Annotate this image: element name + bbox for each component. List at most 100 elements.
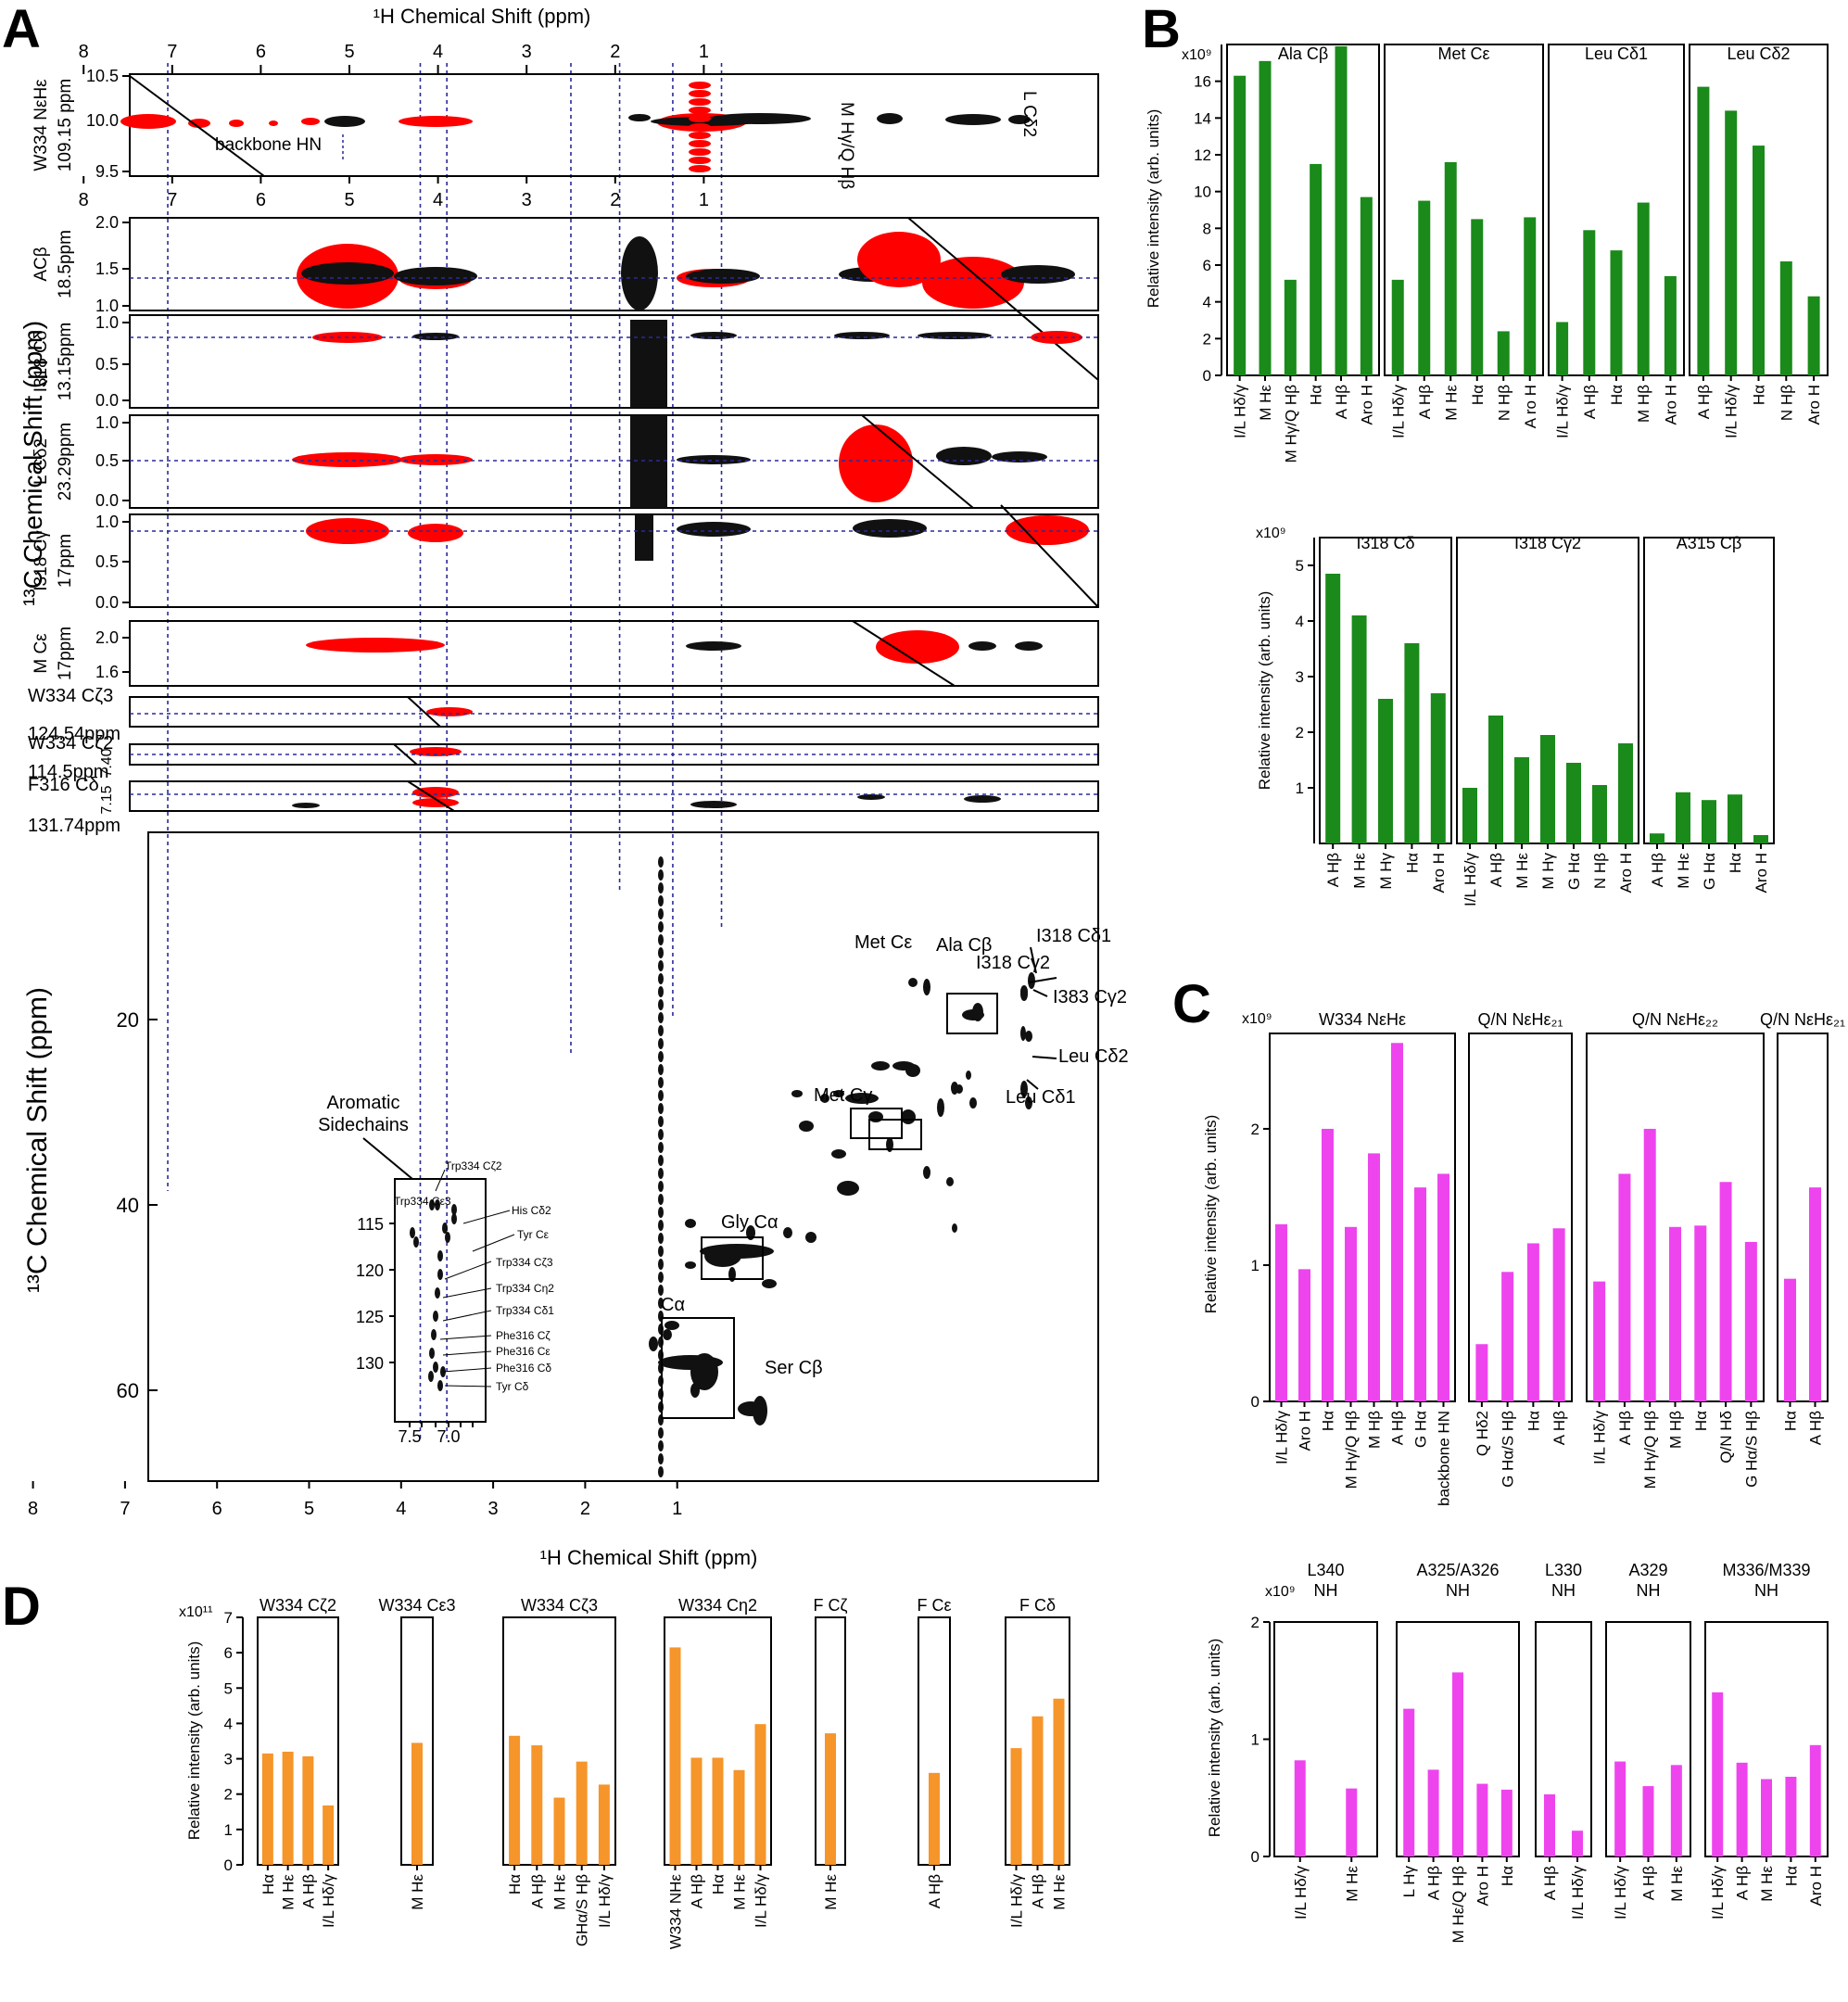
chart-group-title: Q/N NεHε₂₁	[1477, 1010, 1563, 1029]
chart-ytick-label: 4	[1203, 294, 1211, 311]
chart-group-title: Q/N NεHε₂₂	[1632, 1010, 1718, 1029]
chart-category-label: A Hβ	[1487, 853, 1505, 887]
strip-label: 13.15ppm	[56, 323, 75, 401]
strip-label: 109.15 ppm	[56, 79, 75, 171]
chart-category-label: M Hγ/Q Hβ	[1343, 1411, 1361, 1489]
chart-category-label: M Hε	[1758, 1866, 1776, 1902]
chart-category-label: A Hβ	[1807, 1411, 1825, 1445]
strip-tick-label: 0.0	[95, 593, 119, 612]
nmr-peak	[876, 630, 959, 664]
peak-label: Leu Cδ2	[1058, 1046, 1129, 1067]
nmr-peak	[709, 113, 811, 124]
nmr-peak	[658, 869, 664, 881]
strip-tick-label: 1.0	[95, 513, 119, 531]
selection-box	[661, 1317, 735, 1419]
inset-leader	[442, 1367, 492, 1373]
chart-category-label: Hα	[1525, 1411, 1542, 1431]
chart-bar	[733, 1769, 745, 1865]
top-tick-label: 7	[167, 42, 177, 62]
inset-label: Trp334 Cζ3	[496, 1256, 553, 1269]
peak-leader	[1032, 1056, 1057, 1059]
nmr-peak	[658, 1440, 664, 1451]
chart-bar	[1618, 743, 1633, 843]
diagonal-line	[1000, 504, 1099, 608]
chart-group-subtitle: NH	[1446, 1581, 1470, 1600]
peak-label: Cα	[661, 1295, 685, 1315]
chart-category-label: I/L Hδ/γ	[1554, 385, 1572, 438]
chart-bar	[1618, 1173, 1631, 1401]
panel-letter-d: D	[2, 1577, 41, 1637]
chart-category-label: A Hβ	[926, 1874, 943, 1908]
chart-group-frame	[1777, 1033, 1829, 1402]
chart-bar	[1368, 1153, 1380, 1401]
second-tick-label: 3	[522, 190, 532, 210]
nmr-peak	[658, 1220, 664, 1231]
nmr-peak	[857, 794, 885, 800]
chart-category-label: I/L Hδ/γ	[320, 1874, 337, 1928]
noise-band	[630, 415, 667, 508]
nmr-peak	[690, 1353, 718, 1390]
nmr-peak	[437, 1269, 443, 1280]
chart-category-label: A Hβ	[1581, 385, 1599, 419]
nmr-peak	[969, 1097, 977, 1109]
chart-bar	[1403, 1708, 1415, 1856]
nmr-peak	[658, 1298, 664, 1309]
peak-label: I383 Cγ2	[1053, 987, 1127, 1007]
chart-category-label: Hα	[1403, 853, 1421, 873]
strip-tick-label: 2.0	[95, 628, 119, 647]
chart-bar	[1322, 1128, 1334, 1401]
strip-label: M Cε	[32, 633, 51, 674]
nmr-peak	[658, 1116, 664, 1127]
nmr-peak	[663, 1329, 672, 1340]
chart-bar	[929, 1772, 940, 1865]
chart-category-label: Aro H	[1617, 853, 1635, 893]
chart-bar	[1404, 643, 1420, 843]
strip-label: 114.5ppm	[28, 762, 108, 782]
chart-group-title: M336/M339	[1722, 1561, 1810, 1579]
strip-tick-label: 10.0	[86, 111, 119, 130]
chart-bar	[1694, 1225, 1707, 1401]
chart-category-label: Q Hδ2	[1474, 1411, 1491, 1456]
nmr-peak	[435, 1287, 440, 1299]
chart-bar	[1552, 1228, 1565, 1401]
top-tick-label: 8	[79, 42, 89, 62]
chart-bar	[1544, 1793, 1555, 1856]
nmr-peak	[658, 960, 664, 971]
chart-category-label: M Hε	[280, 1874, 297, 1910]
left-title-main: ¹³C Chemical Shift (ppm)	[22, 987, 53, 1293]
bottom-tick-label: 6	[212, 1499, 222, 1519]
chart-category-label: A Hβ	[1333, 385, 1350, 419]
diagonal-line	[907, 217, 1099, 381]
nmr-peak	[685, 1219, 696, 1228]
nmr-peak	[451, 1213, 457, 1224]
chart-group-subtitle: NH	[1637, 1581, 1661, 1600]
chart-ylabel: Relative intensity (arb. units)	[1256, 591, 1273, 790]
nmr-peak	[677, 522, 751, 537]
nmr-peak	[658, 1090, 664, 1101]
bottom-tick-label: 2	[580, 1499, 590, 1519]
nmr-peak	[877, 113, 903, 124]
nmr-peak	[805, 1232, 816, 1243]
inset-leader	[435, 1169, 446, 1192]
nmr-peak	[945, 114, 1001, 125]
chart-category-label: I/L Hδ/γ	[1709, 1866, 1727, 1920]
chart-bar	[261, 1753, 273, 1865]
nmr-peak	[649, 1337, 658, 1351]
chart-ytick-label: 16	[1194, 73, 1211, 91]
chart-category-label: A Hβ	[1616, 1411, 1634, 1445]
chart-bar	[690, 1757, 702, 1865]
nmr-peak	[686, 641, 741, 651]
chart-ylabel: Relative intensity (arb. units)	[1145, 109, 1162, 308]
chart-category-label: Hα	[710, 1874, 728, 1894]
nmr-peak	[658, 1466, 664, 1477]
nmr-peak	[658, 856, 664, 868]
inset-leader	[362, 1137, 413, 1180]
nmr-peak	[429, 1348, 435, 1359]
chart-bar	[1310, 163, 1323, 375]
nmr-peak	[658, 947, 664, 958]
strip-label: I318 Cγ	[32, 530, 51, 591]
nmr-peak	[442, 1223, 448, 1234]
top-tick-label: 4	[433, 42, 443, 62]
nmr-peak	[658, 1129, 664, 1140]
chart-multiplier: x10⁹	[1182, 47, 1212, 63]
